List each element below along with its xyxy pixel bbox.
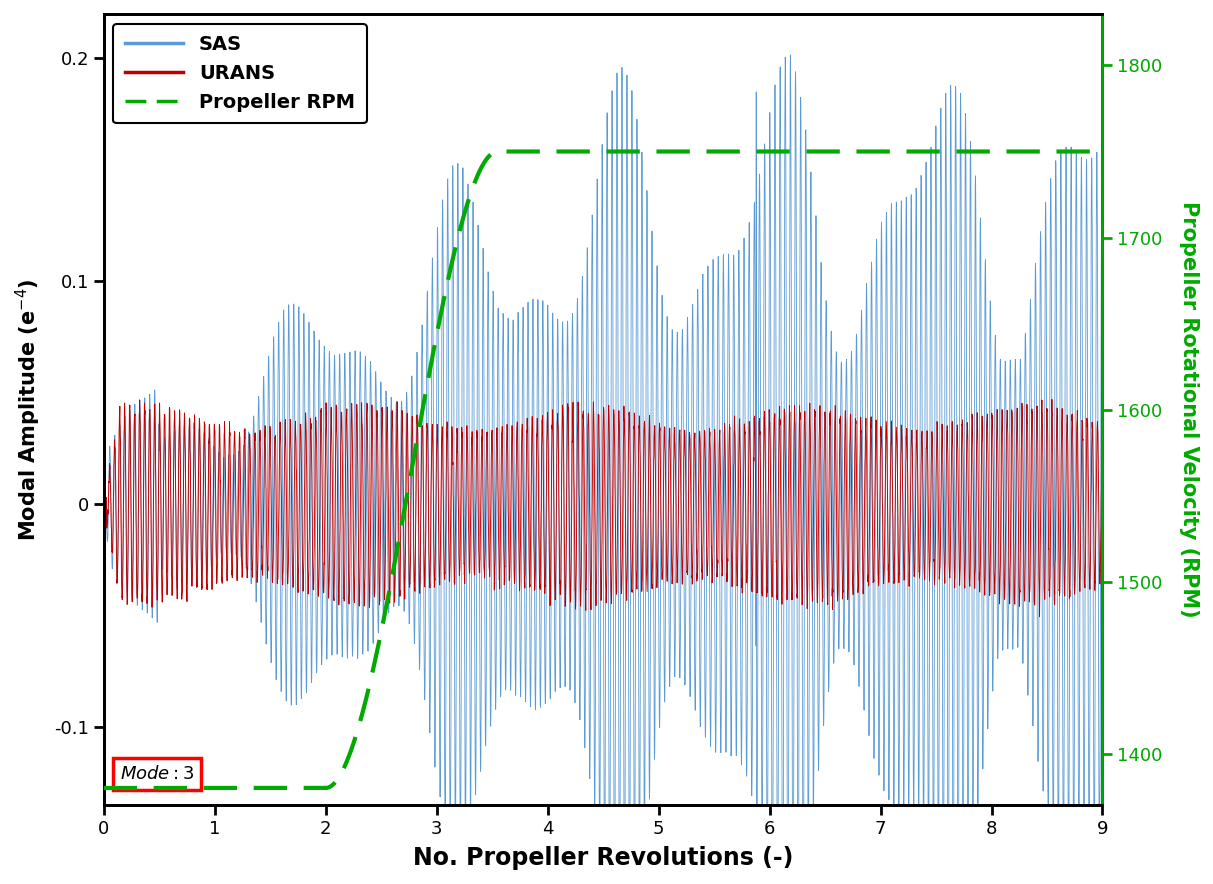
URANS xyxy=(695,560,710,570)
Propeller RPM xyxy=(478,156,492,166)
Legend: SAS, URANS, Propeller RPM: SAS, URANS, Propeller RPM xyxy=(113,24,366,124)
URANS xyxy=(746,508,761,519)
Propeller RPM xyxy=(490,146,505,156)
URANS xyxy=(278,418,292,429)
Y-axis label: Propeller Rotational Velocity (RPM): Propeller Rotational Velocity (RPM) xyxy=(1179,202,1200,618)
SAS xyxy=(918,312,933,323)
URANS xyxy=(1095,417,1110,428)
SAS xyxy=(842,629,856,639)
Line: URANS: URANS xyxy=(103,400,1103,617)
SAS xyxy=(96,499,110,509)
Propeller RPM xyxy=(746,146,761,156)
SAS xyxy=(278,532,292,543)
Y-axis label: Modal Amplitude (e$^{-4}$): Modal Amplitude (e$^{-4}$) xyxy=(13,278,44,541)
URANS xyxy=(96,498,110,508)
Propeller RPM xyxy=(842,146,856,156)
URANS xyxy=(842,520,856,530)
Propeller RPM xyxy=(695,146,710,156)
URANS xyxy=(1032,612,1047,622)
Propeller RPM xyxy=(278,782,292,793)
X-axis label: No. Propeller Revolutions (-): No. Propeller Revolutions (-) xyxy=(412,846,793,870)
SAS xyxy=(746,435,761,446)
URANS xyxy=(1044,394,1059,405)
SAS xyxy=(478,721,492,732)
SAS xyxy=(784,50,798,60)
URANS xyxy=(917,563,932,574)
URANS xyxy=(478,546,492,557)
Propeller RPM xyxy=(1095,146,1110,156)
Propeller RPM xyxy=(918,146,933,156)
Line: SAS: SAS xyxy=(103,55,1103,884)
Line: Propeller RPM: Propeller RPM xyxy=(103,151,1103,788)
Text: $\mathit{Mode: 3}$: $\mathit{Mode: 3}$ xyxy=(120,765,194,783)
SAS xyxy=(1095,207,1110,217)
SAS xyxy=(695,275,710,286)
Propeller RPM xyxy=(96,782,110,793)
